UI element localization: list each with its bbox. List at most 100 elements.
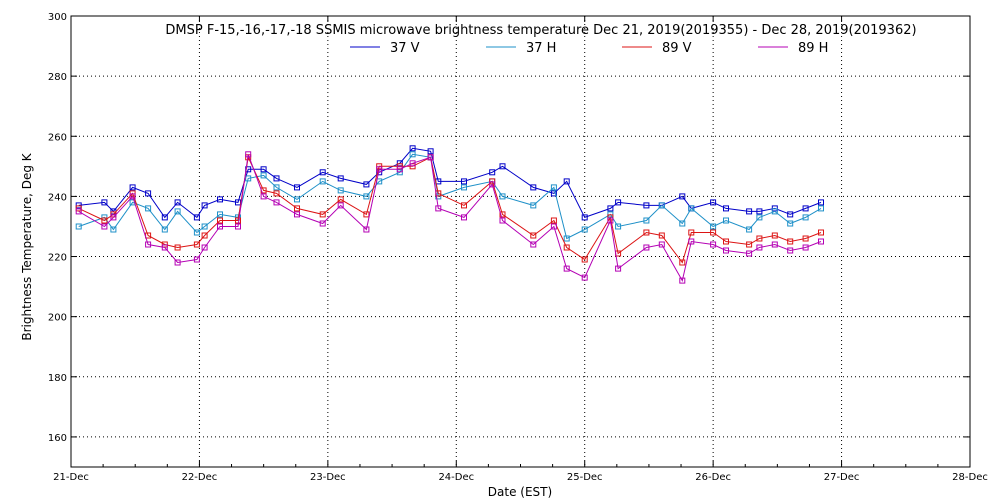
x-tick-label: 28-Dec [952, 472, 988, 483]
data-point [201, 232, 208, 239]
data-point [319, 169, 326, 176]
data-point [396, 166, 403, 173]
data-point [427, 148, 434, 155]
data-point [787, 211, 794, 218]
data-point [563, 265, 570, 272]
y-tick-label: 240 [48, 192, 67, 203]
data-point [679, 277, 686, 284]
data-point [746, 250, 753, 257]
data-point [273, 184, 280, 191]
data-point [499, 163, 506, 170]
y-tick-label: 200 [48, 313, 67, 324]
data-point [563, 178, 570, 185]
data-point [499, 217, 506, 224]
data-point [643, 229, 650, 236]
data-point [193, 241, 200, 248]
x-axis-title: Date (EST) [488, 485, 552, 499]
data-point [615, 265, 622, 272]
data-point [818, 205, 824, 212]
data-point [787, 220, 794, 227]
data-point [746, 241, 753, 248]
data-point [260, 193, 267, 200]
data-point [530, 184, 537, 191]
data-point [723, 205, 729, 212]
data-point [615, 223, 622, 230]
data-point [409, 151, 416, 158]
data-point [756, 235, 763, 242]
data-point [643, 202, 650, 209]
data-point [319, 211, 326, 218]
y-tick-label: 260 [48, 132, 67, 143]
y-tick-label: 160 [48, 433, 67, 444]
data-point [530, 241, 537, 248]
data-point [499, 193, 506, 200]
data-point [771, 208, 778, 215]
data-point [273, 199, 280, 206]
data-point [489, 181, 496, 188]
data-point [658, 232, 665, 239]
data-point [688, 205, 695, 212]
x-tick-label: 27-Dec [824, 472, 860, 483]
series-layer [75, 145, 824, 284]
data-point [688, 229, 695, 236]
x-tick-label: 21-Dec [53, 472, 89, 483]
data-point [110, 214, 117, 221]
data-point [563, 244, 570, 251]
data-point [746, 226, 753, 233]
legend-label: 89 H [798, 41, 828, 56]
data-point [802, 244, 809, 251]
data-point [363, 211, 370, 218]
data-point [193, 229, 200, 236]
x-tick-label: 23-Dec [310, 472, 346, 483]
data-point [461, 178, 467, 185]
data-point [294, 196, 300, 203]
data-point [201, 202, 208, 209]
data-point [550, 217, 557, 224]
data-point [337, 187, 344, 194]
data-point [643, 244, 650, 251]
series-line [78, 153, 822, 240]
legend-item: 89 H [758, 41, 828, 56]
data-point [337, 196, 344, 203]
data-point [174, 199, 181, 206]
data-point [217, 196, 223, 203]
series-line [78, 155, 822, 264]
data-point [319, 178, 326, 185]
data-point [710, 241, 717, 248]
data-point [756, 214, 763, 221]
data-point [337, 202, 344, 209]
data-point [679, 259, 686, 266]
data-point [145, 205, 152, 212]
data-point [193, 256, 200, 263]
series-line [78, 147, 822, 219]
data-point [710, 223, 717, 230]
data-point [294, 211, 300, 218]
data-point [129, 193, 136, 200]
data-point [710, 199, 717, 206]
legend-item: 37 H [486, 41, 556, 56]
data-point [787, 247, 794, 254]
data-point [643, 217, 650, 224]
data-point [802, 205, 809, 212]
data-point [75, 208, 82, 215]
data-point [110, 226, 117, 233]
data-point [75, 223, 82, 230]
data-point [161, 226, 168, 233]
data-point [294, 205, 300, 212]
data-point [530, 232, 537, 239]
data-point [461, 184, 467, 191]
data-point [756, 244, 763, 251]
data-point [145, 190, 152, 197]
data-point [723, 217, 729, 224]
y-tick-label: 220 [48, 253, 67, 264]
data-point [363, 193, 370, 200]
legend-label: 89 V [662, 41, 692, 56]
data-point [489, 169, 496, 176]
data-point [771, 241, 778, 248]
series-89-v [75, 154, 824, 266]
data-point [101, 223, 108, 230]
data-point [193, 214, 200, 221]
grid [71, 16, 970, 467]
x-tick-label: 24-Dec [438, 472, 474, 483]
data-point [174, 244, 181, 251]
